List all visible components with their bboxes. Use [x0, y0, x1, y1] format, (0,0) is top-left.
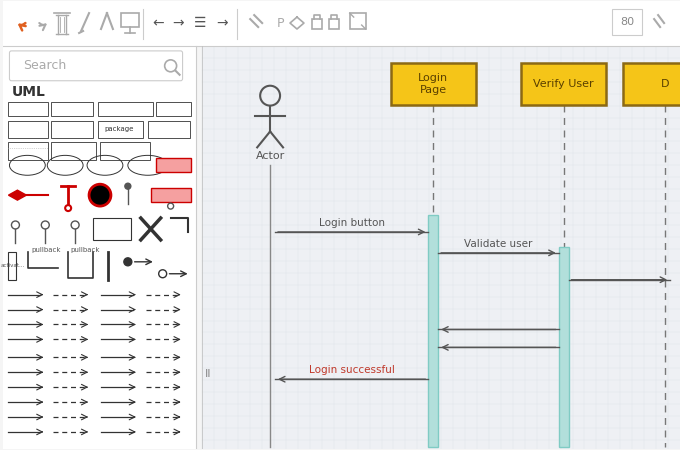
- Text: UML: UML: [12, 85, 46, 99]
- Bar: [151, 188, 190, 202]
- Text: →: →: [216, 16, 228, 30]
- Circle shape: [124, 258, 132, 266]
- Text: Validate user: Validate user: [464, 239, 532, 249]
- Bar: [391, 63, 475, 104]
- Bar: [100, 143, 150, 160]
- Bar: [613, 9, 642, 35]
- Text: Login button: Login button: [319, 218, 385, 228]
- Bar: [8, 121, 48, 139]
- Text: Verify User: Verify User: [533, 79, 594, 89]
- Bar: [3, 1, 680, 46]
- Text: pullback: pullback: [31, 247, 61, 253]
- Text: pullback: pullback: [70, 247, 100, 253]
- Text: D: D: [661, 79, 669, 89]
- Bar: [350, 13, 366, 29]
- Text: →: →: [172, 16, 184, 30]
- Bar: [8, 252, 16, 280]
- Text: Login successful: Login successful: [309, 365, 394, 375]
- Bar: [8, 102, 48, 116]
- Bar: [623, 63, 680, 104]
- Bar: [51, 143, 96, 160]
- Bar: [51, 102, 93, 116]
- Bar: [148, 121, 190, 139]
- Bar: [98, 102, 153, 116]
- FancyBboxPatch shape: [10, 51, 182, 81]
- Bar: [8, 143, 48, 160]
- Text: P: P: [276, 17, 284, 30]
- Bar: [121, 13, 139, 27]
- Text: activat...: activat...: [0, 263, 24, 268]
- Bar: [3, 46, 197, 449]
- Text: 80: 80: [620, 17, 634, 27]
- Circle shape: [89, 184, 111, 206]
- Bar: [93, 218, 131, 240]
- Text: package: package: [104, 126, 133, 132]
- Bar: [203, 46, 680, 449]
- Text: Actor: Actor: [256, 151, 285, 162]
- Text: ☰: ☰: [194, 16, 207, 30]
- Text: II: II: [205, 369, 211, 379]
- Bar: [559, 247, 568, 447]
- Bar: [312, 19, 322, 29]
- Text: ←: ←: [152, 16, 163, 30]
- Bar: [51, 121, 93, 139]
- Bar: [329, 19, 339, 29]
- Polygon shape: [8, 190, 27, 200]
- Text: Login
Page: Login Page: [418, 73, 448, 94]
- Circle shape: [125, 183, 131, 189]
- Bar: [98, 121, 143, 139]
- Bar: [428, 215, 438, 447]
- Text: Search: Search: [23, 59, 67, 72]
- Bar: [156, 102, 190, 116]
- Bar: [156, 158, 190, 172]
- Bar: [522, 63, 606, 104]
